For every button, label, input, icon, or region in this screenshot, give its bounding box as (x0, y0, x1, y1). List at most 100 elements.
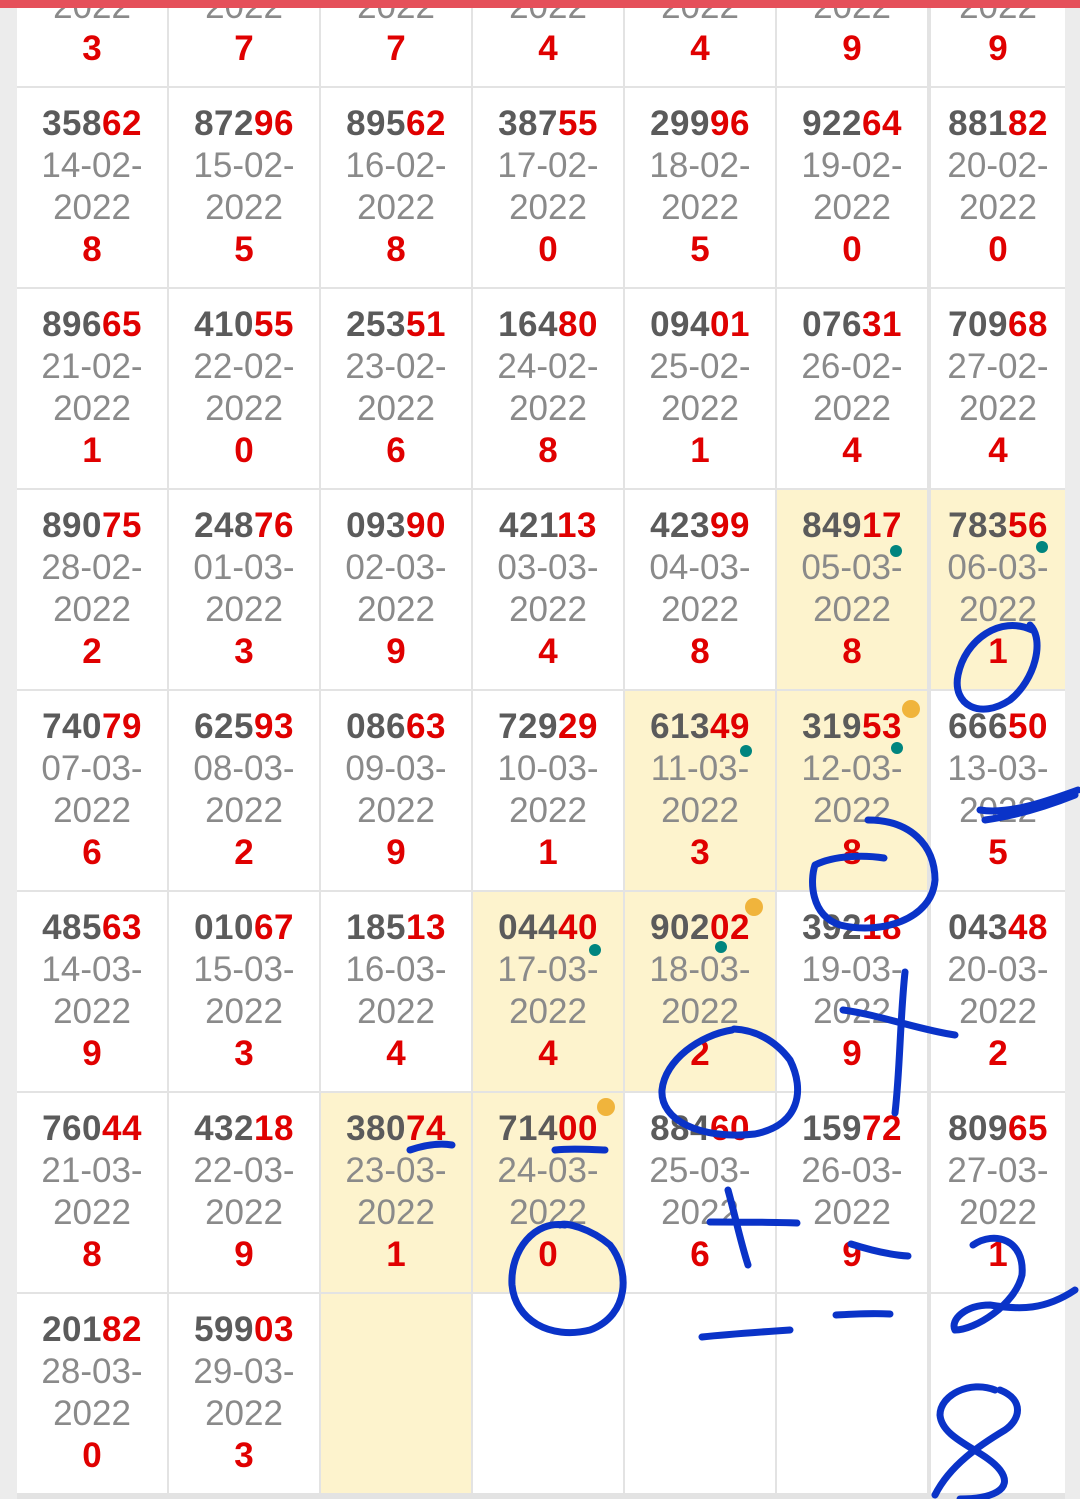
result-digit: 1 (988, 1235, 1008, 1274)
date-label: 17-02- (497, 146, 599, 185)
date-label: 09-03- (345, 749, 447, 788)
date-label: 29-03- (193, 1352, 295, 1391)
date-label: 18-03- (649, 950, 751, 989)
jodi-number: 84917 (777, 506, 927, 546)
year-label: 2022 (813, 992, 891, 1031)
jodi-number: 39218 (777, 908, 927, 948)
number-tail: 65 (101, 305, 142, 344)
number-tail: 18 (861, 908, 902, 947)
jodi-number: 41055 (169, 305, 319, 345)
result-cell: 72929 10-03- 2022 1 (473, 691, 623, 890)
number-head: 043 (948, 908, 1008, 947)
result-digit: 4 (988, 431, 1008, 470)
year-label: 2022 (813, 590, 891, 629)
year-label: 2022 (205, 1193, 283, 1232)
date-label: 08-03- (193, 749, 295, 788)
number-tail: 90 (405, 506, 446, 545)
result-digit: 4 (538, 632, 558, 671)
jodi-number: 31953 (777, 707, 927, 747)
result-digit: 7 (234, 29, 254, 68)
result-cell: 41055 22-02- 2022 0 (169, 289, 319, 488)
date-label: 05-03- (801, 548, 903, 587)
year-label: 2022 (509, 389, 587, 428)
date-label: 25-03- (649, 1151, 751, 1190)
number-head: 902 (650, 908, 710, 947)
result-digit: 1 (988, 632, 1008, 671)
date-label: 27-03- (947, 1151, 1049, 1190)
result-digit: 8 (386, 230, 406, 269)
number-tail: 18 (253, 1109, 294, 1148)
result-cell: 2022 7 (169, 0, 319, 86)
jodi-number: 29996 (625, 104, 775, 144)
result-cell: 35862 14-02- 2022 8 (17, 88, 167, 287)
number-head: 380 (346, 1109, 406, 1148)
number-tail: 67 (253, 908, 294, 947)
number-tail: 55 (253, 305, 294, 344)
number-head: 896 (42, 305, 102, 344)
date-label: 06-03- (947, 548, 1049, 587)
jodi-number: 09401 (625, 305, 775, 345)
result-digit: 0 (234, 431, 254, 470)
empty-cell (321, 1294, 471, 1493)
result-digit: 9 (842, 29, 862, 68)
result-cell: 42113 03-03- 2022 4 (473, 490, 623, 689)
number-tail: 51 (405, 305, 446, 344)
jodi-number: 04348 (931, 908, 1065, 948)
number-head: 423 (650, 506, 710, 545)
date-label: 15-03- (193, 950, 295, 989)
result-cell: 89562 16-02- 2022 8 (321, 88, 471, 287)
jodi-number: 89562 (321, 104, 471, 144)
result-digit: 0 (842, 230, 862, 269)
year-label: 2022 (205, 590, 283, 629)
year-label: 2022 (661, 389, 739, 428)
year-label: 2022 (813, 791, 891, 830)
result-cell: 25351 23-02- 2022 6 (321, 289, 471, 488)
date-label: 17-03- (497, 950, 599, 989)
number-tail: 79 (101, 707, 142, 746)
number-head: 093 (346, 506, 406, 545)
number-head: 094 (650, 305, 710, 344)
result-cell: 29996 18-02- 2022 5 (625, 88, 775, 287)
year-label: 2022 (959, 590, 1037, 629)
result-digit: 8 (690, 632, 710, 671)
result-digit: 6 (690, 1235, 710, 1274)
result-cell: 15972 26-03- 2022 9 (777, 1093, 927, 1292)
jodi-number: 08663 (321, 707, 471, 747)
date-label: 07-03- (41, 749, 143, 788)
result-digit: 7 (386, 29, 406, 68)
date-label: 24-02- (497, 347, 599, 386)
number-tail: 44 (101, 1109, 142, 1148)
year-label: 2022 (53, 791, 131, 830)
jodi-number: 01067 (169, 908, 319, 948)
jodi-number: 62593 (169, 707, 319, 747)
number-head: 760 (42, 1109, 102, 1148)
result-cell: 48563 14-03- 2022 9 (17, 892, 167, 1091)
result-digit: 4 (538, 29, 558, 68)
jodi-number: 42113 (473, 506, 623, 546)
date-label: 01-03- (193, 548, 295, 587)
result-cell: 31953 12-03- 2022 8 (777, 691, 927, 890)
number-head: 421 (499, 506, 558, 545)
empty-cell (625, 1294, 775, 1493)
jodi-number: 15972 (777, 1109, 927, 1149)
number-tail: 82 (1007, 104, 1048, 143)
result-digit: 1 (690, 431, 710, 470)
result-cell: 62593 08-03- 2022 2 (169, 691, 319, 890)
year-label: 2022 (53, 389, 131, 428)
result-cell: 09401 25-02- 2022 1 (625, 289, 775, 488)
jodi-number: 89075 (17, 506, 167, 546)
number-tail: 29 (557, 707, 598, 746)
result-cell: 74079 07-03- 2022 6 (17, 691, 167, 890)
result-digit: 0 (538, 1235, 558, 1274)
result-digit: 4 (690, 29, 710, 68)
number-tail: 99 (709, 506, 750, 545)
number-head: 599 (194, 1310, 254, 1349)
result-digit: 3 (234, 1436, 254, 1475)
result-digit: 5 (690, 230, 710, 269)
number-head: 709 (948, 305, 1008, 344)
result-cell: 2022 4 (473, 0, 623, 86)
number-head: 319 (802, 707, 862, 746)
number-head: 248 (194, 506, 254, 545)
date-label: 28-02- (41, 548, 143, 587)
year-label: 2022 (53, 992, 131, 1031)
